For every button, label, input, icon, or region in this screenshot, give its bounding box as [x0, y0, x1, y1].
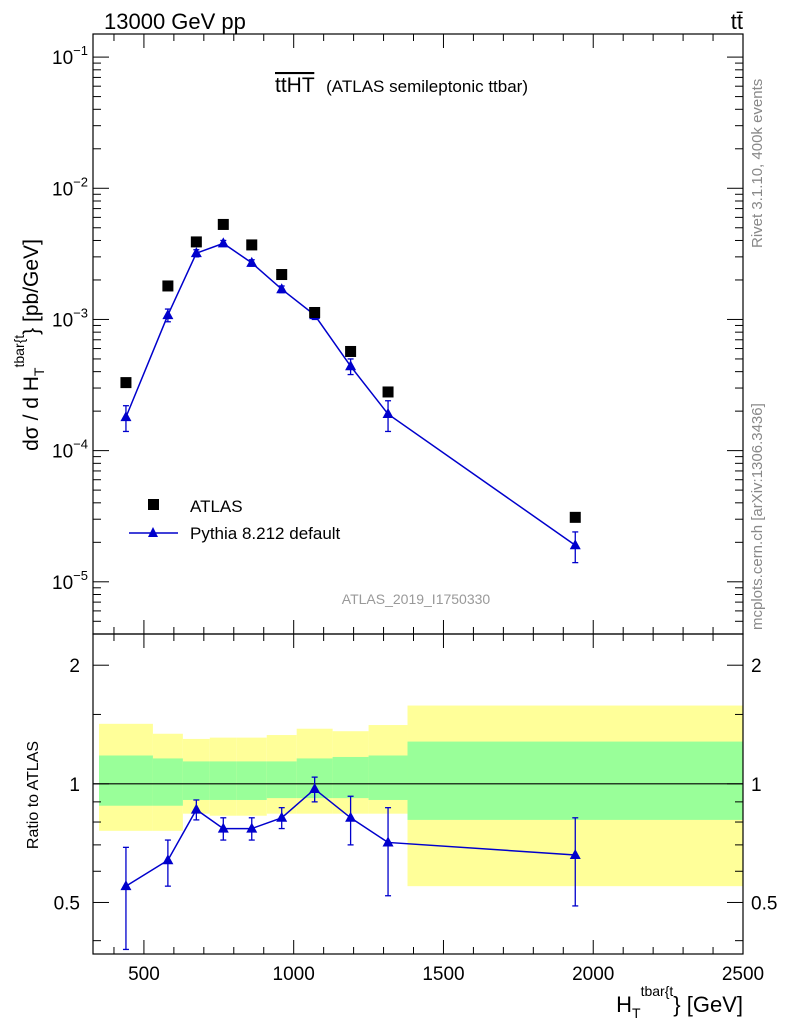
x-tick-label: 2000: [572, 964, 614, 985]
ratio-stat-band: [368, 755, 408, 800]
y-tick-label: 10−4: [52, 437, 88, 463]
atlas-point: [345, 345, 357, 357]
pythia-point: [276, 283, 288, 294]
atlas-point: [382, 386, 394, 398]
ratio-stat-band: [407, 741, 743, 820]
ratio-y-tick-label-right: 2: [751, 656, 762, 677]
plot-title: ttHT (ATLAS semileptonic ttbar): [275, 74, 528, 97]
pythia-point: [569, 539, 581, 550]
pythia-point: [217, 237, 229, 248]
y-tick-label: 10−3: [52, 305, 88, 331]
ratio-y-tick-label: 2: [69, 656, 80, 677]
ratio-stat-band: [266, 761, 297, 799]
atlas-point: [276, 269, 288, 281]
ratio-y-tick-label-right: 0.5: [751, 893, 777, 914]
ratio-stat-band: [98, 755, 153, 806]
process-label: tt̄: [731, 9, 743, 34]
ratio-line: [125, 788, 576, 887]
plot-title-main: ttHT: [275, 74, 315, 97]
y-axis-label: dσ / d HTtbar{t} [pb/GeV]: [11, 239, 47, 451]
ratio-point: [217, 822, 229, 833]
pythia-point: [382, 408, 394, 419]
analysis-id: ATLAS_2019_I1750330: [342, 591, 491, 607]
ratio-stat-band: [236, 761, 267, 800]
ratio-y-axis-label: Ratio to ATLAS: [25, 741, 42, 849]
plot-title-sub: (ATLAS semileptonic ttbar): [326, 77, 528, 96]
y-tick-label: 10−5: [52, 568, 88, 594]
pythia-point: [246, 256, 258, 267]
ratio-point: [190, 803, 202, 814]
x-tick-label: 1000: [273, 964, 315, 985]
pythia-point: [190, 247, 202, 258]
atlas-point: [190, 236, 202, 248]
rivet-label: Rivet 3.1.10, 400k events: [749, 79, 766, 248]
pythia-line: [125, 242, 576, 546]
atlas-point: [309, 306, 321, 318]
ratio-point: [246, 822, 258, 833]
pythia-point: [120, 411, 132, 422]
ratio-frame: [92, 633, 744, 955]
atlas-point: [120, 377, 132, 389]
ratio-stat-band: [209, 761, 237, 800]
x-tick-label: 2500: [722, 964, 764, 985]
ratio-stat-band: [182, 761, 210, 800]
atlas-point: [246, 239, 258, 251]
atlas-point: [162, 280, 174, 292]
ratio-stat-band: [332, 756, 369, 799]
y-tick-label: 10−1: [52, 43, 88, 69]
ratio-stat-band: [152, 758, 183, 806]
ratio-point: [309, 783, 321, 794]
atlas-point: [569, 511, 581, 523]
atlas-point: [217, 218, 229, 230]
ratio-y-tick-label: 1: [69, 775, 80, 796]
energy-label: 13000 GeV pp: [104, 9, 246, 34]
ratio-point: [120, 880, 132, 891]
legend-pythia-marker: [148, 527, 158, 537]
ratio-point: [382, 836, 394, 847]
ratio-point: [162, 854, 174, 865]
x-tick-label: 500: [128, 964, 160, 985]
source-label: mcplots.cern.ch [arXiv:1306.3436]: [749, 403, 766, 630]
ratio-plot-panel: 500 1000 1500 2000 2500 0.5 0.5 1 1 2 2: [54, 633, 777, 985]
x-tick-label: 1500: [422, 964, 464, 985]
legend-atlas-marker: [148, 499, 159, 510]
pythia-point: [162, 309, 174, 320]
pythia-point: [345, 360, 357, 371]
ratio-point: [569, 848, 581, 859]
legend-atlas-label: ATLAS: [190, 497, 243, 516]
y-tick-label: 10−2: [52, 174, 88, 200]
ratio-point: [345, 811, 357, 822]
ratio-point: [276, 811, 288, 822]
legend: ATLAS Pythia 8.212 default: [129, 497, 341, 543]
ratio-y-tick-label-right: 1: [751, 775, 762, 796]
ratio-y-tick-label: 0.5: [54, 893, 80, 914]
main-frame: [92, 33, 744, 635]
x-axis-label: HTtbar{t} [GeV]: [616, 983, 743, 1021]
legend-pythia-label: Pythia 8.212 default: [190, 524, 341, 543]
main-plot-panel: 10−1 10−2 10−3 10−4 10−5: [52, 33, 744, 954]
